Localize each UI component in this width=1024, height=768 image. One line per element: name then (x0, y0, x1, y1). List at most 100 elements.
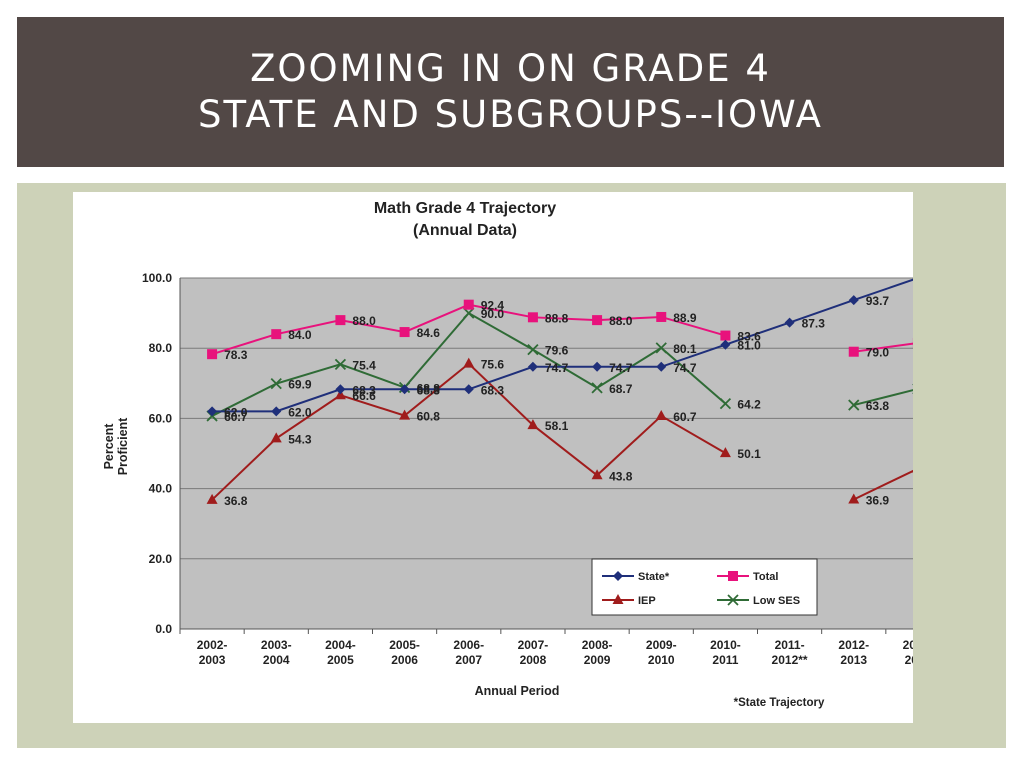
data-label-total: 92.4 (481, 299, 505, 313)
data-point-state (527, 361, 538, 372)
data-label-state: 81.0 (737, 339, 761, 353)
data-label-state: 62.0 (288, 405, 312, 419)
x-tick-label: 2010-2011 (710, 638, 741, 667)
data-label-iep: 36.9 (866, 493, 890, 507)
data-label-total: 88.0 (609, 314, 633, 328)
data-label-low-ses: 80.1 (673, 342, 697, 356)
data-label-state: 93.7 (866, 294, 890, 308)
chart-footnote: *State Trajectory (734, 697, 825, 709)
line-chart: Math Grade 4 Trajectory (Annual Data) 0.… (102, 200, 960, 709)
x-axis: 2002-2003 2003-2004 2004-2005 2005-2006 2006… (179, 628, 951, 667)
data-label-low-ses: 90.0 (481, 307, 505, 321)
series-low-ses (206, 307, 924, 422)
data-point-state (207, 406, 218, 417)
data-point-iep (848, 493, 860, 504)
plot-area (180, 278, 950, 629)
data-label-low-ses: 64.2 (737, 398, 761, 412)
data-point-low-ses (719, 398, 732, 410)
data-label-total: 84.0 (288, 328, 312, 342)
x-tick-label: 2003-2004 (261, 638, 292, 667)
data-point-low-ses (527, 343, 539, 356)
data-point-iep (719, 447, 731, 458)
data-label-state: 74.7 (545, 361, 569, 375)
data-point-state (463, 384, 474, 395)
data-point-state (720, 339, 731, 350)
y-axis-title: PercentProficient (102, 417, 130, 475)
data-point-total (592, 315, 603, 326)
data-label-total: 83.6 (737, 330, 761, 344)
legend-box (591, 558, 818, 616)
data-point-total (207, 349, 218, 360)
data-point-total (463, 299, 474, 310)
slide-title-bar: ZOOMING IN ON GRADE 4 STATE AND SUBGROUP… (17, 17, 1004, 167)
data-point-total (335, 315, 346, 326)
data-label-iep: 75.6 (481, 358, 505, 372)
legend-item-total: Total (717, 571, 778, 583)
legend: State* Total IEP Low SES (591, 558, 818, 616)
y-tick-label: 0.0 (155, 622, 172, 636)
y-tick-label: 60.0 (149, 411, 173, 425)
data-point-iep (655, 409, 667, 420)
data-point-state (784, 317, 795, 328)
slide-title-line-2: STATE AND SUBGROUPS--IOWA (198, 93, 823, 136)
chart-subtitle: (Annual Data) (413, 222, 517, 239)
legend-item-state: State* (602, 571, 670, 583)
legend-label: State* (638, 571, 670, 583)
data-point-iep (527, 419, 539, 430)
legend-marker-low-ses (727, 594, 739, 606)
legend-label: IEP (638, 595, 656, 607)
x-tick-label: 2012-2013 (838, 638, 869, 667)
series-state (207, 273, 923, 417)
data-point-total (271, 329, 282, 340)
data-point-total (720, 330, 731, 341)
y-axis: 0.0 20.0 40.0 60.0 80.0 100.0 (142, 271, 181, 636)
data-point-iep (591, 469, 603, 480)
data-label-iep: 58.1 (545, 419, 569, 433)
data-point-low-ses (463, 307, 475, 319)
data-point-total (656, 311, 667, 322)
data-label-iep: 66.6 (352, 389, 376, 403)
data-point-low-ses (270, 378, 282, 390)
chart-title: Math Grade 4 Trajectory (374, 200, 556, 217)
data-label-state: 68.3 (352, 383, 376, 397)
data-label-low-ses: 79.6 (545, 344, 569, 358)
data-label-iep: 60.7 (673, 410, 697, 424)
x-tick-label: 2005-2006 (389, 638, 420, 667)
data-label-total: 79.0 (866, 346, 890, 360)
series-line-total (853, 341, 919, 353)
legend-marker-iep (612, 594, 624, 604)
data-point-state (592, 361, 603, 372)
legend-label: Low SES (753, 595, 800, 607)
data-label-total: 88.8 (545, 311, 569, 325)
slide-title-line-1: ZOOMING IN ON GRADE 4 (250, 47, 771, 90)
data-label-iep: 50.1 (737, 447, 761, 461)
data-label-iep: 54.3 (288, 432, 312, 446)
data-label-low-ses: 68.8 (417, 382, 441, 396)
x-tick-label: 2006-2007 (453, 638, 484, 667)
legend-item-low-ses: Low SES (717, 594, 800, 607)
x-tick-label: 2004-2005 (325, 638, 356, 667)
series-line-state (212, 277, 919, 413)
y-tick-label: 20.0 (149, 552, 173, 566)
data-point-state (848, 295, 859, 306)
gridlines (180, 277, 950, 560)
data-label-total: 84.6 (417, 326, 441, 340)
x-axis-title: Annual Period (475, 684, 560, 698)
data-label-total: 78.3 (224, 348, 248, 362)
y-tick-label: 80.0 (149, 341, 173, 355)
data-label-iep: 60.8 (417, 410, 441, 424)
x-tick-label: 2008-2009 (582, 638, 613, 667)
x-tick-label: 2002-2003 (197, 638, 228, 667)
x-tick-label: 2007-2008 (518, 638, 549, 667)
series-line-iep (853, 467, 919, 501)
y-tick-label: 40.0 (149, 482, 173, 496)
data-point-iep (206, 493, 218, 504)
data-label-state: 87.3 (802, 317, 826, 331)
data-label-low-ses: 69.9 (288, 378, 312, 392)
data-label-state: 74.7 (673, 361, 697, 375)
x-tick-label: 2009-2010 (646, 638, 677, 667)
legend-item-iep: IEP (602, 594, 656, 607)
data-label-iep: 36.8 (224, 494, 248, 508)
series-line-low-ses (853, 387, 919, 407)
data-point-low-ses (848, 399, 860, 411)
